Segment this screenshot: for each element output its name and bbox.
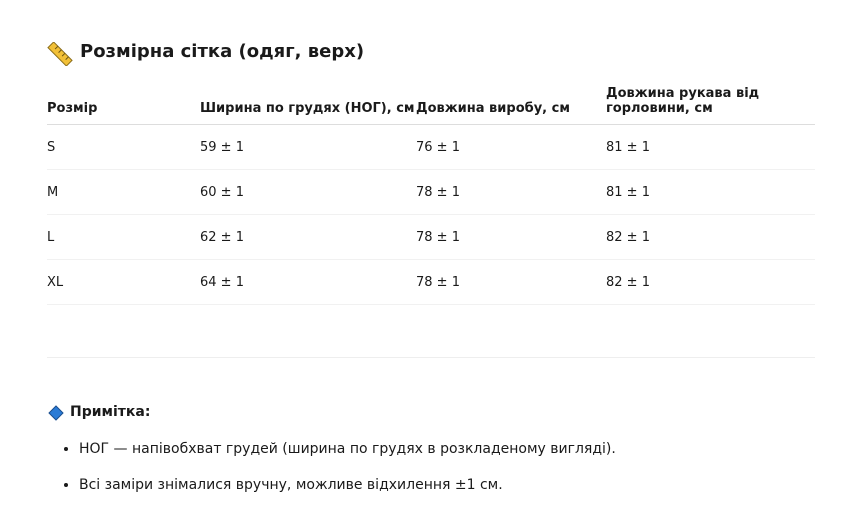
note-item: НОГ — напівобхват грудей (ширина по груд… (79, 438, 616, 474)
header-row: Розмір Ширина по грудях (НОГ), см Довжина … (47, 80, 815, 125)
separator (47, 357, 815, 358)
table-cell: 59 ± 1 (200, 124, 416, 170)
table-cell: 60 ± 1 (200, 169, 416, 215)
table-row: XL 64 ± 1 78 ± 1 82 ± 1 (47, 259, 815, 305)
table-cell: XL (47, 259, 200, 305)
table-cell: 81 ± 1 (606, 124, 815, 170)
table-cell: 64 ± 1 (200, 259, 416, 305)
table-cell: S (47, 124, 200, 170)
table-row: M 60 ± 1 78 ± 1 81 ± 1 (47, 169, 815, 215)
column-header: Довжина рукава від горловини, см (606, 80, 815, 125)
table-cell: 81 ± 1 (606, 169, 815, 215)
table-cell: 82 ± 1 (606, 259, 815, 305)
table-cell: L (47, 214, 200, 260)
table-cell: 78 ± 1 (416, 259, 606, 305)
ruler-icon (47, 42, 73, 66)
size-table: Розмір Ширина по грудях (НОГ), см Довжина … (47, 80, 815, 305)
table-cell: 82 ± 1 (606, 214, 815, 260)
table-row: S 59 ± 1 76 ± 1 81 ± 1 (47, 124, 815, 170)
table-cell: M (47, 169, 200, 215)
column-header: Розмір (47, 80, 200, 125)
note-item: Всі заміри знімалися вручну, можливе від… (79, 474, 616, 510)
column-header: Довжина виробу, см (416, 80, 606, 125)
table-cell: 78 ± 1 (416, 169, 606, 215)
note-list: НОГ — напівобхват грудей (ширина по груд… (53, 438, 616, 510)
table-cell: 62 ± 1 (200, 214, 416, 260)
table-row: L 62 ± 1 78 ± 1 82 ± 1 (47, 214, 815, 260)
diamond-icon (48, 405, 64, 421)
table-cell: 78 ± 1 (416, 214, 606, 260)
column-header: Ширина по грудях (НОГ), см (200, 80, 416, 125)
note-title: Примітка: (70, 404, 151, 420)
table-cell: 76 ± 1 (416, 124, 606, 170)
title: Розмірна сітка (одяг, верх) (80, 41, 365, 62)
